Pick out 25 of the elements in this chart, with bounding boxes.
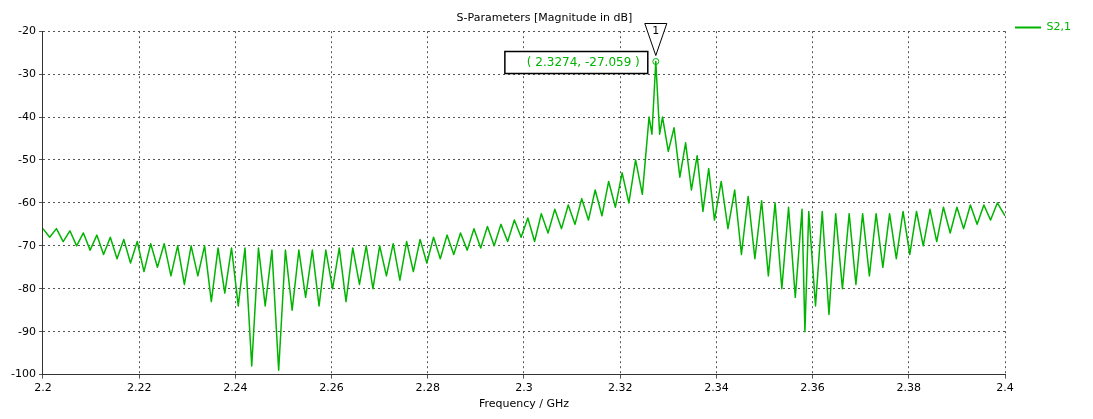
legend-label: S2,1	[1046, 20, 1072, 34]
x-axis-title: Frequency / GHz	[478, 397, 570, 411]
x-tick-label: 2.3	[515, 381, 533, 395]
y-tick-label: -70	[18, 238, 36, 252]
y-tick-label: -30	[18, 66, 36, 80]
x-tick-label: 2.28	[415, 381, 441, 395]
y-tick-label: -40	[18, 109, 36, 123]
x-tick-label: 2.38	[896, 381, 922, 395]
y-tick-label: -50	[18, 152, 36, 166]
chart-title: S-Parameters [Magnitude in dB]	[456, 11, 633, 25]
x-tick-label: 2.36	[800, 381, 825, 395]
x-tick-label: 2.34	[704, 381, 729, 395]
x-tick-label: 2.22	[126, 381, 152, 395]
annotation: 1	[652, 24, 660, 38]
y-tick-label: -80	[18, 281, 36, 295]
annotation: ( 2.3274, -27.059 )	[526, 54, 640, 69]
y-tick-label: -90	[18, 324, 36, 338]
x-tick-label: 2.26	[319, 381, 344, 395]
y-tick-label: -20	[18, 24, 36, 38]
x-tick-label: 2.24	[223, 381, 248, 395]
x-tick-label: 2.2	[34, 381, 52, 395]
y-tick-label: -60	[18, 195, 36, 209]
y-tick-label: -100	[11, 367, 36, 381]
x-tick-label: 2.32	[607, 381, 633, 395]
x-tick-label: 2.4	[996, 381, 1014, 395]
